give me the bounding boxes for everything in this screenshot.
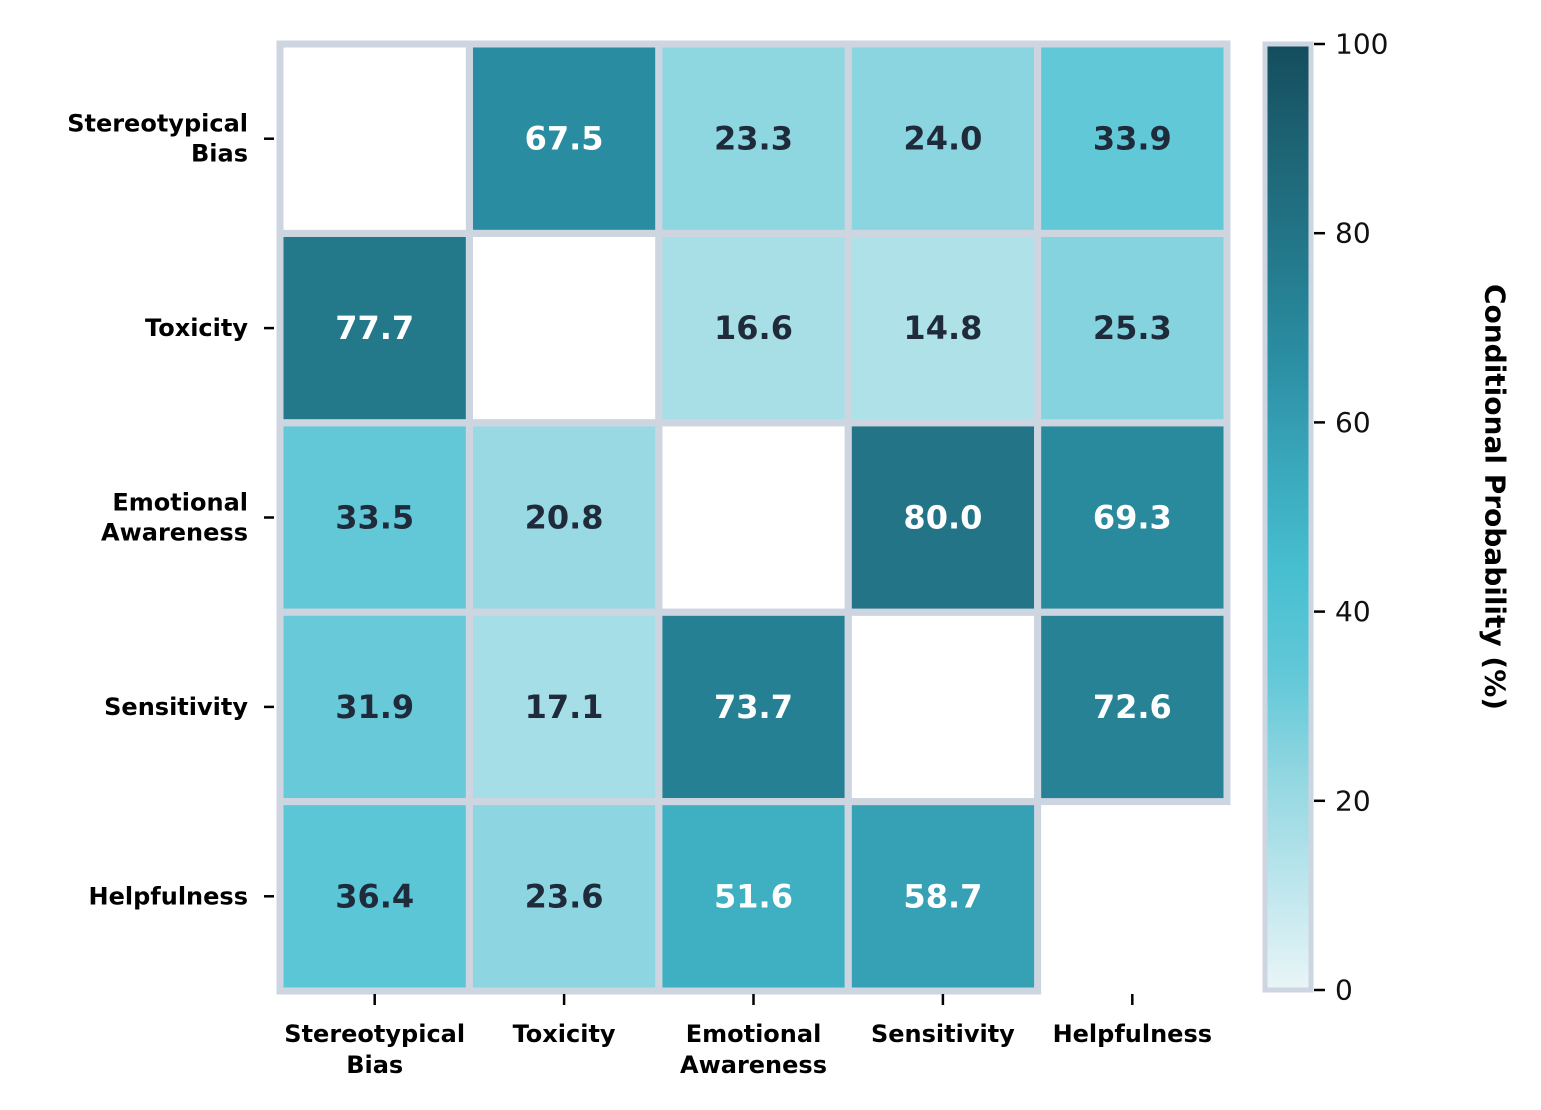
heatmap-value-label: 67.5 [525,120,604,158]
heatmap-value-label: 14.8 [903,309,982,347]
heatmap-value-labels: 67.5 23.3 24.0 33.9 77.7 16.6 14.8 25.3 33.5 20.8… [335,120,1172,916]
heatmap-value-label: 33.5 [335,499,414,537]
column-label-emotional-awareness: Emotional Awareness [680,1020,827,1079]
cell-border [844,608,1042,806]
cell-border [655,419,852,616]
heatmap-grid-lines [276,40,1231,995]
column-label-toxicity: Toxicity [513,1020,616,1048]
heatmap-cell-emotional-awareness-sensitivity [848,422,1038,613]
heatmap-value-label: 16.6 [714,309,793,347]
heatmap-cell-sensitivity-toxicity [469,612,659,802]
heatmap-value-label: 58.7 [903,877,982,915]
column-axis: Stereotypical Bias Toxicity Emotional Awaren… [284,994,1212,1079]
heatmap-value-label: 80.0 [903,499,982,537]
heatmap-cell-toxicity-helpfulness [1037,233,1227,423]
row-label-emotional-awareness: Emotional Awareness [101,489,248,547]
colorbar-tick-label: 60 [1335,406,1371,439]
heatmap-cell-stereotypical-bias-helpfulness [1037,44,1227,234]
heatmap-value-label: 36.4 [335,877,414,915]
colorbar-tick-label: 40 [1335,595,1371,628]
colorbar-label: Conditional Probability (%) [1479,284,1512,710]
row-label-stereotypical-bias: Stereotypical Bias [67,110,248,168]
colorbar-tick-label: 100 [1335,28,1388,61]
heatmap-cell-helpfulness-emotional-awareness [658,801,849,991]
column-label-helpfulness: Helpfulness [1053,1020,1212,1048]
cell-border [276,40,473,237]
heatmap-value-label: 20.8 [525,499,604,537]
heatmap-value-label: 23.3 [714,120,793,158]
colorbar-tick-label: 80 [1335,217,1371,250]
cell-border [465,229,663,427]
column-label-stereotypical-bias: Stereotypical Bias [284,1020,465,1079]
heatmap-cell-sensitivity-helpfulness [1037,612,1227,802]
row-axis: Stereotypical Bias Toxicity Emotional Awaren… [67,110,274,910]
colorbar-tick-label: 0 [1335,974,1353,1007]
heatmap-value-label: 69.3 [1093,499,1172,537]
heatmap-value-label: 51.6 [714,877,793,915]
heatmap-value-label: 31.9 [335,688,414,726]
colorbar-gradient [1262,41,1314,993]
row-label-sensitivity: Sensitivity [104,693,248,721]
heatmap-cell-sensitivity-emotional-awareness [658,612,849,802]
heatmap-cell-stereotypical-bias-sensitivity [848,44,1038,234]
heatmap-value-label: 77.7 [335,309,414,347]
heatmap-value-label: 25.3 [1093,309,1172,347]
heatmap-value-label: 72.6 [1093,688,1172,726]
colorbar: 0 20 40 60 80 100 Conditional Probability (%) [1262,28,1512,1007]
heatmap-cell-stereotypical-bias-toxicity [469,44,659,234]
heatmap-cell-stereotypical-bias-emotional-awareness [658,44,849,234]
heatmap-cell-toxicity-sensitivity [848,233,1038,423]
heatmap-value-label: 23.6 [525,877,604,915]
heatmap-cells [280,44,1227,991]
heatmap-cell-sensitivity-stereotypical-bias [280,612,470,802]
heatmap-value-label: 24.0 [903,120,982,158]
heatmap-cell-emotional-awareness-toxicity [469,422,659,613]
colorbar-tick-label: 20 [1335,784,1371,817]
heatmap-cell-helpfulness-stereotypical-bias [280,801,470,991]
heatmap-cell-toxicity-emotional-awareness [658,233,849,423]
heatmap-cell-helpfulness-toxicity [469,801,659,991]
heatmap-value-label: 17.1 [525,688,604,726]
heatmap-value-label: 73.7 [714,688,793,726]
heatmap-cell-toxicity-stereotypical-bias [280,233,470,423]
heatmap-cell-emotional-awareness-stereotypical-bias [280,422,470,613]
column-label-sensitivity: Sensitivity [871,1020,1015,1048]
heatmap-cell-emotional-awareness-helpfulness [1037,422,1227,613]
heatmap-value-label: 33.9 [1093,120,1172,158]
row-label-helpfulness: Helpfulness [89,882,248,910]
colorbar-ticks: 0 20 40 60 80 100 [1314,28,1388,1007]
row-label-toxicity: Toxicity [145,314,248,342]
heatmap-cell-helpfulness-sensitivity [848,801,1038,991]
